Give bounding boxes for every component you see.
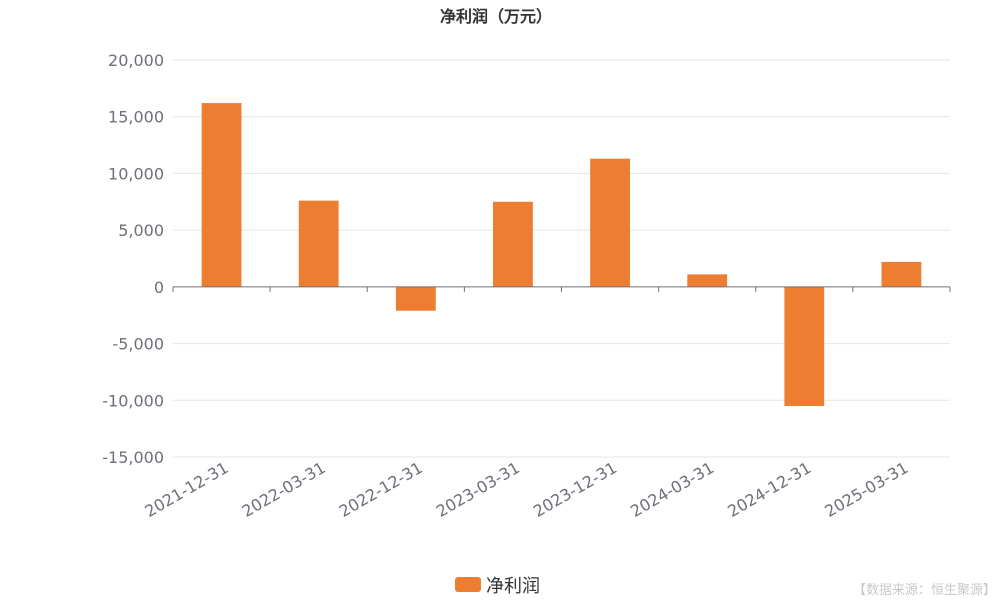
x-tick-label: 2021-12-31: [142, 458, 232, 521]
legend[interactable]: 净利润: [455, 576, 540, 597]
y-tick-label: 10,000: [108, 164, 164, 183]
y-tick-label: 15,000: [108, 108, 164, 127]
y-tick-label: 20,000: [108, 51, 164, 70]
source-note: 【数据来源：恒生聚源】: [853, 583, 996, 598]
x-axis: 2021-12-31 2022-03-31 2022-12-31 2023-03-31…: [142, 286, 951, 521]
x-tick-label: 2024-03-31: [627, 458, 717, 521]
bar[interactable]: [493, 201, 533, 287]
y-tick-label: -15,000: [102, 448, 164, 467]
bar[interactable]: [687, 274, 728, 287]
y-tick-label: 5,000: [118, 221, 164, 240]
bar[interactable]: [201, 103, 242, 287]
bar[interactable]: [784, 286, 825, 406]
x-tick-label: 2024-12-31: [724, 458, 814, 521]
y-tick-label: 0: [154, 278, 164, 297]
bar[interactable]: [590, 158, 630, 287]
x-tick-label: 2023-12-31: [530, 458, 620, 521]
bar[interactable]: [395, 286, 436, 311]
x-tick-label: 2023-03-31: [433, 458, 523, 521]
y-tick-label: -5,000: [112, 335, 164, 354]
x-tick-label: 2025-03-31: [821, 458, 911, 521]
x-tick-label: 2022-12-31: [336, 458, 426, 521]
bar[interactable]: [881, 261, 922, 287]
bars: [201, 103, 922, 406]
legend-swatch: [455, 577, 481, 592]
x-tick-label: 2022-03-31: [239, 458, 329, 521]
chart-title: 净利润（万元）: [440, 7, 552, 26]
bar[interactable]: [298, 200, 339, 287]
grid-lines: [173, 59, 950, 458]
legend-label: 净利润: [486, 576, 540, 597]
y-tick-label: -10,000: [102, 391, 164, 410]
y-axis: 20,000 15,000 10,000 5,000 0 -5,000 -10,000 -15…: [102, 51, 164, 467]
